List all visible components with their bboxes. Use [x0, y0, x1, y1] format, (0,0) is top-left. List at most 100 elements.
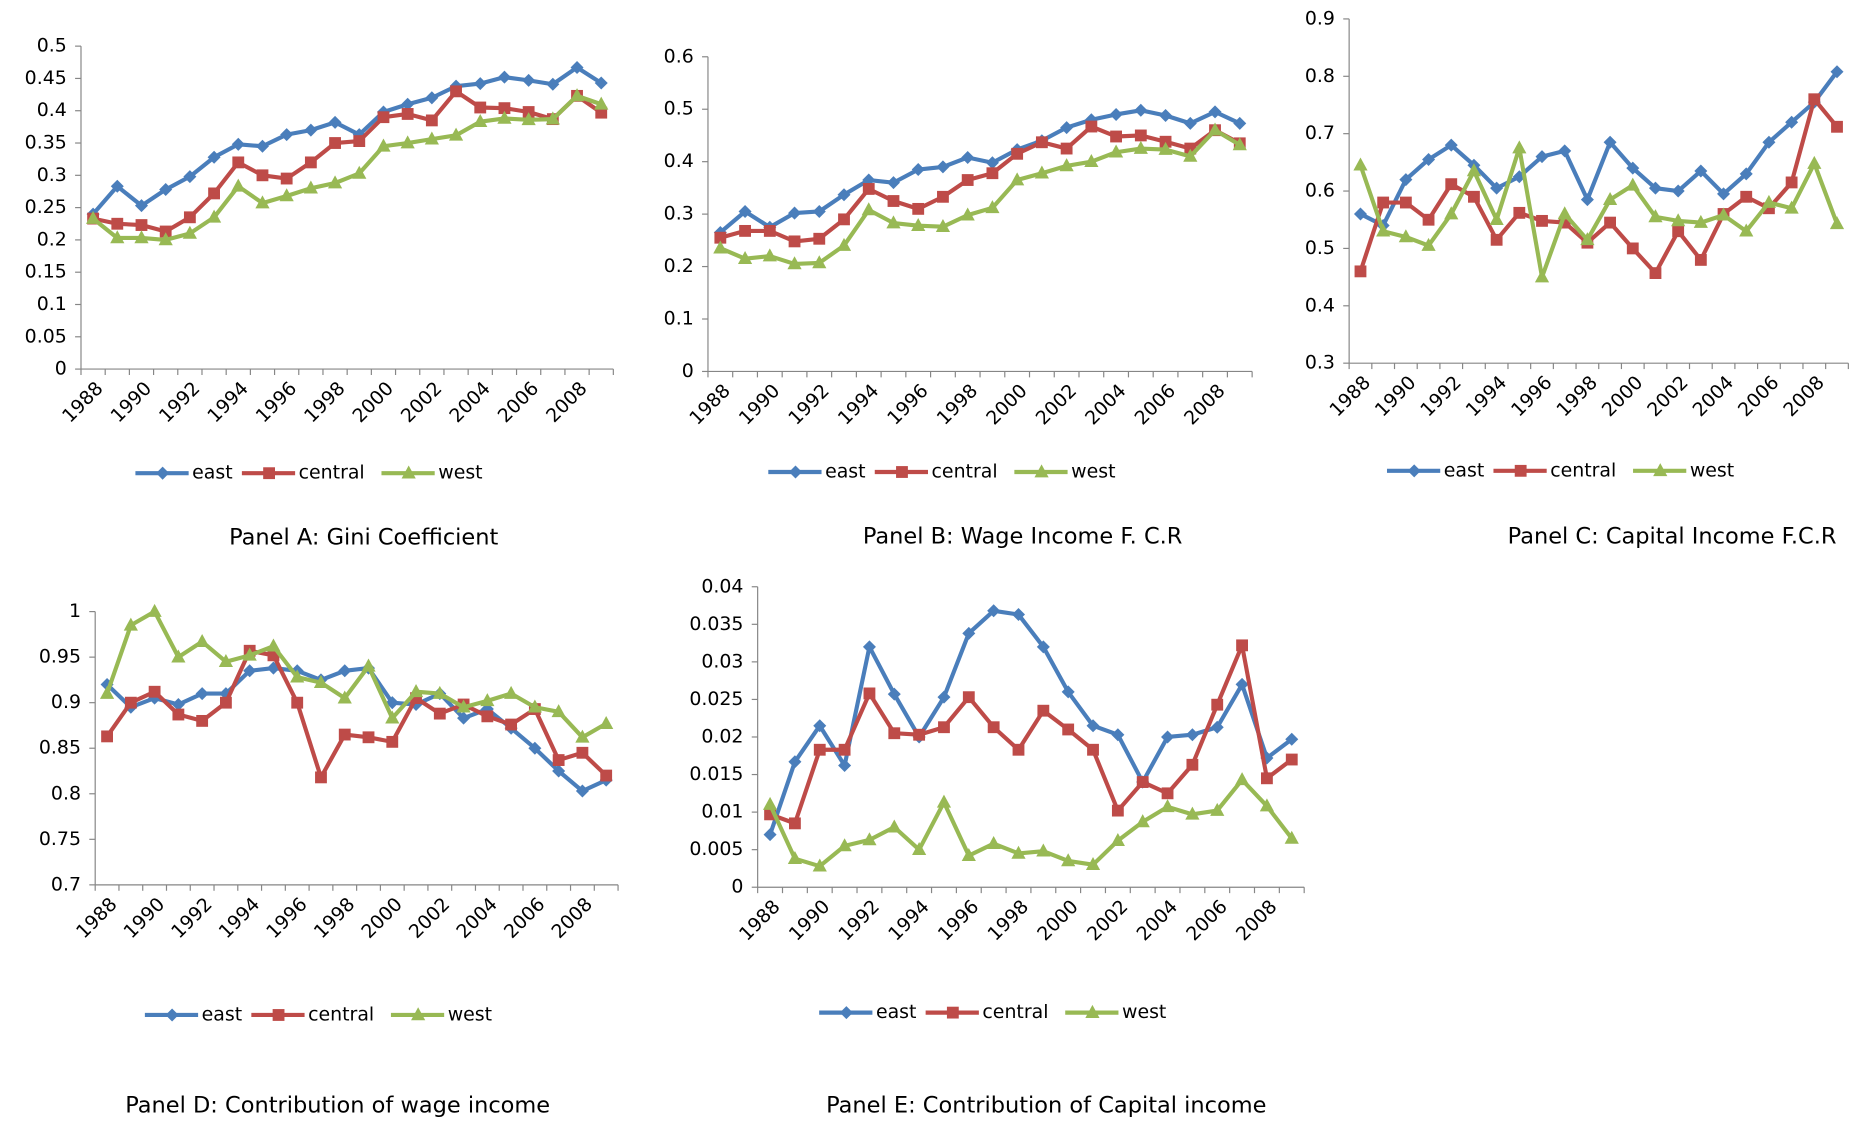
marker: [836, 237, 852, 251]
marker: [1489, 212, 1504, 226]
marker: [1035, 136, 1048, 149]
marker: [762, 796, 778, 810]
marker: [594, 76, 608, 90]
marker: [987, 604, 1001, 618]
marker: [481, 710, 494, 723]
legend: east central west: [768, 461, 1115, 483]
marker: [1232, 137, 1247, 151]
y-tick-label: 0.02: [701, 725, 743, 747]
marker: [946, 1006, 959, 1019]
marker: [291, 696, 304, 709]
marker: [183, 170, 197, 184]
marker: [1011, 147, 1024, 160]
marker: [787, 850, 803, 865]
marker: [315, 771, 327, 784]
marker: [1183, 116, 1197, 130]
marker: [352, 165, 367, 179]
marker: [594, 96, 609, 110]
marker: [1236, 639, 1248, 652]
marker: [838, 743, 851, 756]
y-tick-label: 0.015: [689, 763, 743, 785]
series-line: [768, 608, 1294, 836]
y-tick-label: 0.85: [39, 737, 81, 759]
marker: [1785, 176, 1798, 189]
marker: [85, 210, 101, 224]
x-tick-label: 1988: [72, 893, 122, 943]
panel-title: Panel C: Capital Income F.C.R: [1508, 524, 1837, 550]
chart-panel: 0 0.005 0.01 0.015 0.02 0.025 0.03 0.035 0.04 198…: [689, 575, 1305, 1119]
marker: [570, 60, 584, 74]
marker: [1111, 804, 1124, 817]
y-tick-label: 0.025: [689, 688, 743, 710]
marker: [1061, 685, 1075, 699]
marker: [1134, 129, 1147, 142]
series-line: [91, 65, 603, 216]
marker: [1672, 225, 1685, 238]
marker: [575, 784, 589, 798]
x-tick-label: 1992: [784, 380, 834, 430]
series-line: [1358, 97, 1839, 276]
marker: [165, 1008, 179, 1022]
x-tick-label: 2004: [452, 893, 502, 943]
marker: [937, 690, 951, 704]
marker: [738, 204, 752, 219]
marker: [1625, 177, 1640, 191]
x-tick-label: 2006: [1130, 380, 1180, 430]
marker: [1233, 116, 1247, 130]
marker: [218, 654, 234, 668]
marker: [1060, 121, 1074, 135]
marker: [1136, 776, 1149, 788]
marker: [304, 156, 317, 169]
legend-label: east: [202, 1003, 242, 1025]
chart-panel: 0 0.1 0.2 0.3 0.4 0.5 0.6 1988 1990 1992 1994 1996 1…: [664, 45, 1253, 550]
marker: [1011, 845, 1026, 859]
y-tick-label: 0.4: [37, 99, 67, 121]
marker: [1037, 704, 1050, 717]
marker: [231, 178, 246, 192]
marker: [1514, 464, 1527, 477]
marker: [182, 225, 197, 239]
marker: [886, 176, 900, 190]
marker: [813, 719, 827, 733]
legend: east central west: [1386, 459, 1734, 481]
legend-label: west: [438, 462, 482, 484]
marker: [1717, 187, 1731, 201]
marker: [1161, 787, 1174, 800]
series-line: [769, 643, 1294, 826]
marker: [1060, 142, 1073, 155]
marker: [400, 135, 415, 149]
legend: east central west: [819, 1001, 1166, 1023]
x-tick-label: 2004: [1688, 372, 1738, 422]
marker: [313, 674, 329, 688]
marker: [1208, 105, 1222, 119]
marker: [1135, 814, 1150, 828]
marker: [473, 77, 487, 91]
marker: [863, 687, 876, 700]
marker: [266, 638, 281, 652]
marker: [1399, 173, 1413, 187]
marker: [962, 691, 975, 704]
marker: [1580, 232, 1595, 246]
marker: [124, 696, 137, 709]
panel-title: Panel B: Wage Income F. C.R: [863, 524, 1183, 550]
x-tick-label: 1994: [884, 896, 934, 946]
marker: [1159, 109, 1173, 123]
marker: [1034, 165, 1049, 179]
marker: [425, 91, 439, 105]
marker: [552, 754, 565, 766]
marker: [1422, 152, 1436, 166]
marker: [135, 219, 148, 231]
y-tick-label: 0.05: [25, 325, 67, 347]
marker: [432, 685, 447, 699]
legend-label: west: [1122, 1001, 1166, 1023]
marker: [1536, 214, 1548, 227]
marker: [1376, 223, 1391, 237]
marker: [1285, 732, 1299, 746]
marker: [521, 112, 536, 126]
marker: [986, 167, 999, 180]
marker: [303, 180, 318, 194]
marker: [789, 465, 803, 479]
marker: [448, 127, 464, 141]
